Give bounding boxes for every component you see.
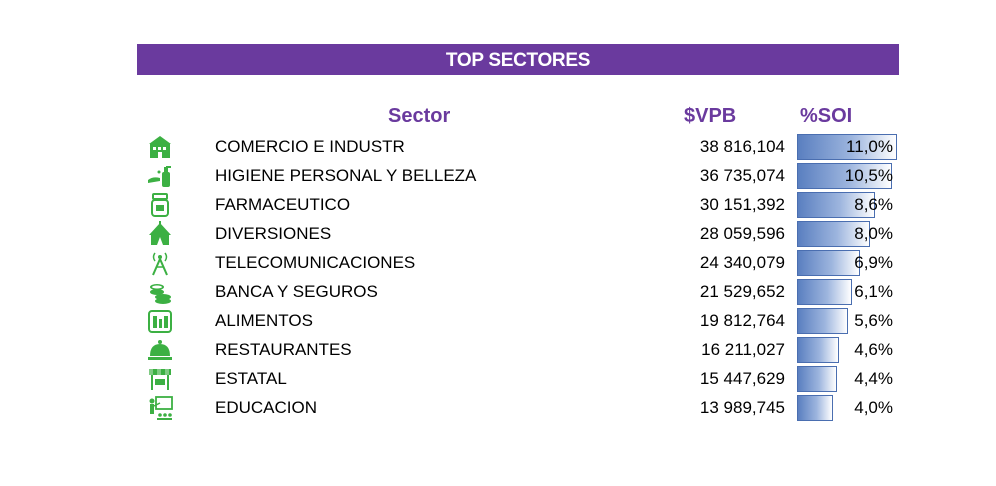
soi-value: 4,6% [854, 340, 893, 359]
column-header-soi: %SOI [800, 105, 853, 127]
soi-value: 4,4% [854, 369, 893, 388]
table-row: TELECOMUNICACIONES 24 340,079 6,9% [137, 249, 899, 278]
vpb-value: 36 735,074 [699, 166, 785, 185]
soi-bar [797, 337, 839, 363]
sector-name: EDUCACION [215, 398, 318, 417]
vpb-value: 38 816,104 [699, 137, 785, 156]
grocery-icon [147, 308, 173, 334]
market-stall-icon [147, 366, 173, 392]
vpb-value: 21 529,652 [699, 282, 785, 301]
table-row: COMERCIO E INDUSTR 38 816,104 11,0% [137, 133, 899, 162]
soi-bar [797, 366, 837, 392]
soi-value: 8,6% [854, 195, 893, 214]
table-row: EDUCACION 13 989,745 4,0% [137, 394, 899, 423]
soi-value: 11,0% [846, 137, 893, 156]
table-row: ESTATAL 15 447,629 4,4% [137, 365, 899, 394]
sector-name: COMERCIO E INDUSTR [215, 137, 405, 156]
vpb-value: 13 989,745 [699, 398, 785, 417]
circus-tent-icon [147, 221, 173, 247]
pill-bottle-icon [147, 192, 173, 218]
vpb-value: 30 151,392 [699, 195, 785, 214]
sector-name: RESTAURANTES [215, 340, 352, 359]
serving-cloche-icon [147, 337, 173, 363]
table-row: RESTAURANTES 16 211,027 4,6% [137, 336, 899, 365]
table-row: DIVERSIONES 28 059,596 8,0% [137, 220, 899, 249]
soap-dispenser-icon [147, 163, 173, 189]
soi-value: 5,6% [854, 311, 893, 330]
soi-bar [797, 250, 860, 276]
table-row: HIGIENE PERSONAL Y BELLEZA 36 735,074 10,5… [137, 162, 899, 191]
soi-value: 6,9% [854, 253, 893, 272]
soi-bar [797, 395, 833, 421]
antenna-tower-icon [147, 250, 173, 276]
sector-name: ESTATAL [215, 369, 287, 388]
vpb-value: 28 059,596 [699, 224, 785, 243]
shop-icon [147, 134, 173, 160]
sector-name: DIVERSIONES [215, 224, 332, 243]
soi-value: 4,0% [854, 398, 893, 417]
table-row: FARMACEUTICO 30 151,392 8,6% [137, 191, 899, 220]
sector-name: ALIMENTOS [215, 311, 313, 330]
sector-name: FARMACEUTICO [215, 195, 351, 214]
coins-stack-icon [147, 279, 173, 305]
soi-bar [797, 134, 897, 160]
soi-bar [797, 221, 870, 247]
soi-value: 8,0% [854, 224, 893, 243]
column-header-vpb: $VPB [684, 105, 737, 127]
soi-value: 6,1% [854, 282, 893, 301]
soi-bar [797, 308, 848, 334]
vpb-value: 19 812,764 [699, 311, 785, 330]
soi-bar [797, 163, 892, 189]
sector-name: HIGIENE PERSONAL Y BELLEZA [215, 166, 477, 185]
page-title: TOP SECTORES [137, 44, 899, 75]
soi-bar [797, 192, 875, 218]
table-row: ALIMENTOS 19 812,764 5,6% [137, 307, 899, 336]
soi-value: 10,5% [844, 166, 893, 185]
teacher-board-icon [147, 395, 173, 421]
sector-name: TELECOMUNICACIONES [215, 253, 416, 272]
vpb-value: 24 340,079 [699, 253, 785, 272]
soi-bar [797, 279, 852, 305]
vpb-value: 15 447,629 [699, 369, 785, 388]
sector-name: BANCA Y SEGUROS [215, 282, 378, 301]
column-header-sector: Sector [388, 105, 451, 127]
vpb-value: 16 211,027 [701, 340, 785, 359]
table-row: BANCA Y SEGUROS 21 529,652 6,1% [137, 278, 899, 307]
